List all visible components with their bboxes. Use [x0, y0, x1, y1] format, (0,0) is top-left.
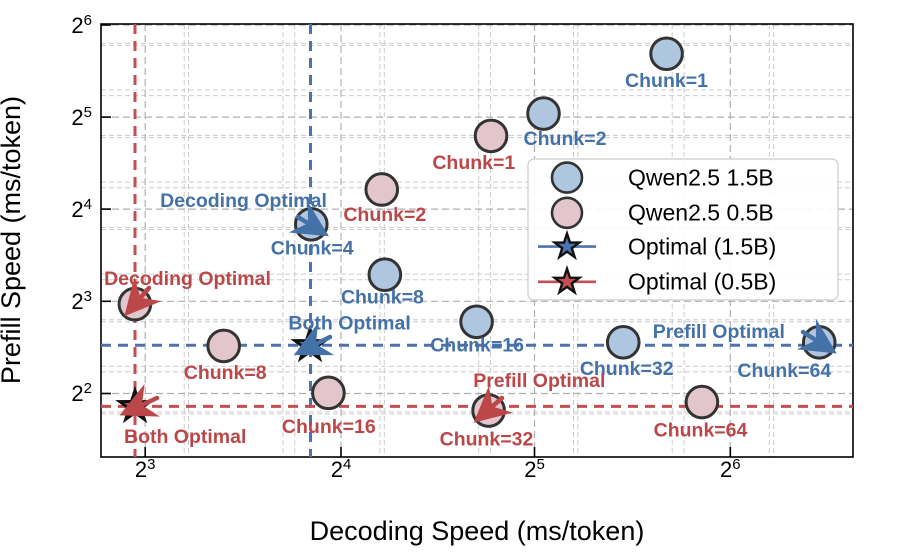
- svg-text:Decoding Optimal: Decoding Optimal: [104, 268, 271, 290]
- svg-text:23: 23: [135, 456, 156, 482]
- svg-text:Optimal (0.5B): Optimal (0.5B): [628, 269, 776, 295]
- svg-text:Both Optimal: Both Optimal: [288, 313, 410, 335]
- svg-text:22: 22: [71, 380, 92, 406]
- svg-text:Prefill Optimal: Prefill Optimal: [653, 321, 785, 343]
- svg-text:Chunk=64: Chunk=64: [737, 360, 831, 382]
- svg-text:Chunk=2: Chunk=2: [343, 204, 426, 226]
- svg-text:Chunk=16: Chunk=16: [430, 334, 524, 356]
- svg-text:25: 25: [524, 456, 545, 482]
- svg-text:Qwen2.5 1.5B: Qwen2.5 1.5B: [628, 165, 774, 191]
- svg-text:Chunk=1: Chunk=1: [432, 152, 515, 174]
- svg-text:26: 26: [720, 456, 741, 482]
- svg-text:Prefill Optimal: Prefill Optimal: [473, 370, 605, 392]
- svg-text:Optimal (1.5B): Optimal (1.5B): [628, 234, 776, 260]
- svg-text:Chunk=16: Chunk=16: [282, 416, 376, 438]
- svg-text:Chunk=2: Chunk=2: [524, 128, 607, 150]
- svg-text:Chunk=32: Chunk=32: [440, 429, 534, 451]
- svg-text:Chunk=64: Chunk=64: [654, 419, 748, 441]
- svg-text:Decoding Optimal: Decoding Optimal: [160, 190, 327, 212]
- svg-text:Chunk=8: Chunk=8: [341, 286, 424, 308]
- svg-text:24: 24: [71, 196, 92, 222]
- svg-text:26: 26: [71, 12, 92, 38]
- svg-text:25: 25: [71, 104, 92, 130]
- svg-text:Prefill Speed (ms/token): Prefill Speed (ms/token): [0, 96, 26, 384]
- svg-text:Both Optimal: Both Optimal: [124, 426, 246, 448]
- svg-text:Qwen2.5 0.5B: Qwen2.5 0.5B: [628, 200, 774, 226]
- svg-text:Decoding Speed (ms/token): Decoding Speed (ms/token): [310, 516, 645, 546]
- svg-text:23: 23: [71, 288, 92, 314]
- svg-text:Chunk=1: Chunk=1: [625, 70, 708, 92]
- svg-text:24: 24: [331, 456, 352, 482]
- svg-text:Chunk=8: Chunk=8: [184, 362, 267, 384]
- svg-text:Chunk=4: Chunk=4: [271, 238, 354, 260]
